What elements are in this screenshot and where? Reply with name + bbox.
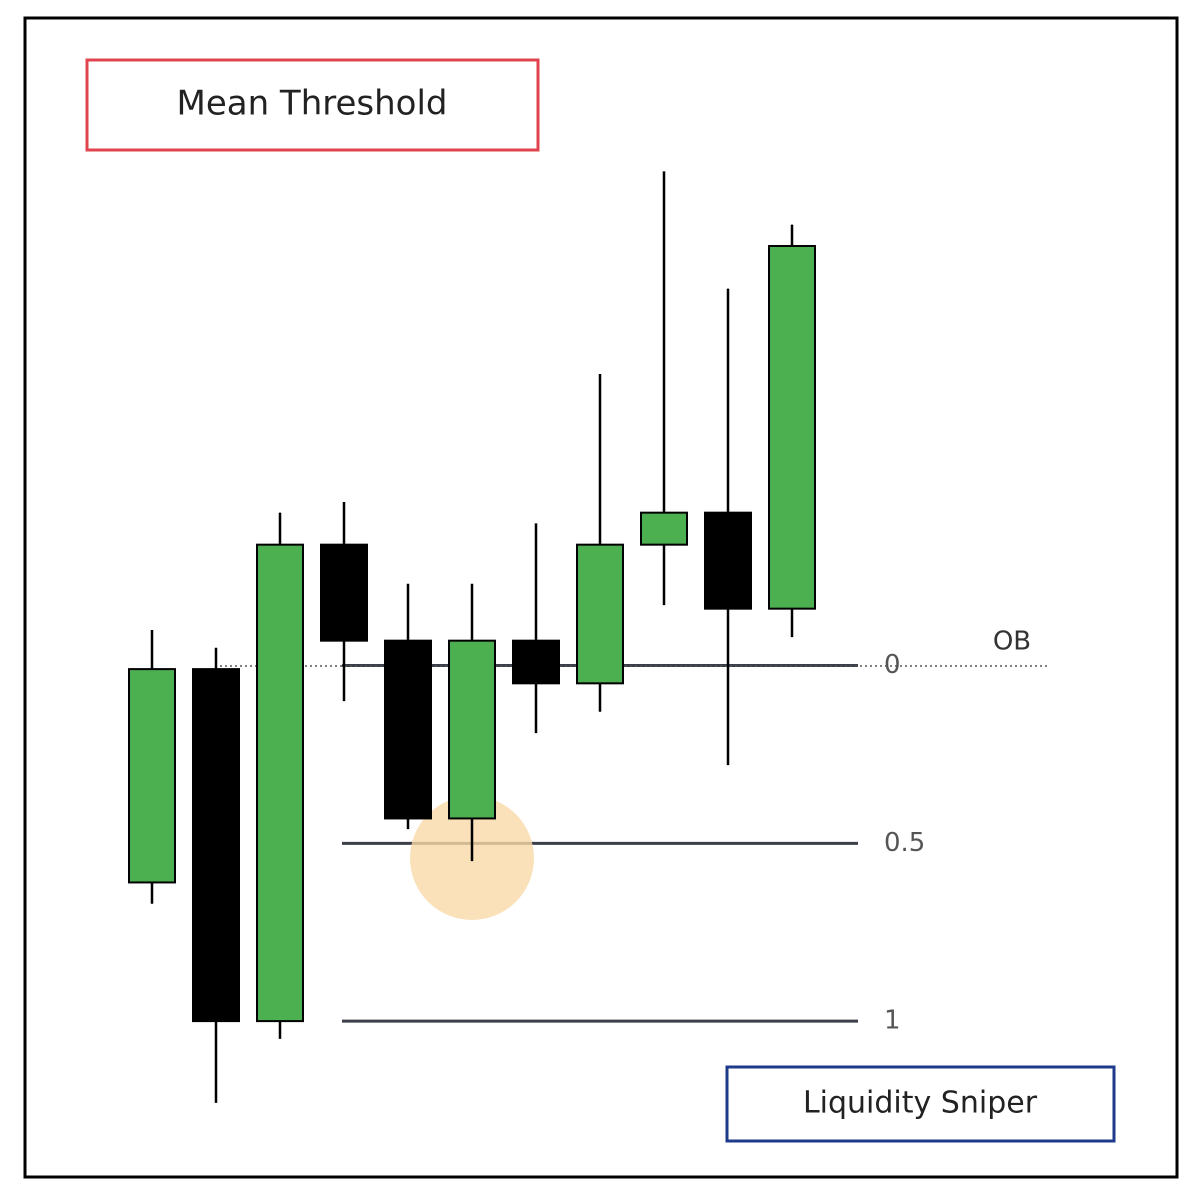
candle-body: [320, 543, 368, 642]
candle-body: [256, 543, 304, 1023]
candle-body: [512, 639, 560, 685]
candle-body: [576, 543, 624, 685]
title-box: [85, 58, 540, 152]
annotation-box: [725, 1065, 1116, 1143]
frame: [23, 16, 1179, 1179]
candle-body: [192, 668, 240, 1023]
candle-body: [640, 511, 688, 546]
candle-body: [768, 245, 816, 610]
chart-title: Mean Threshold: [176, 84, 447, 124]
annotation: Liquidity Sniper: [803, 1086, 1038, 1121]
level-label: 0.5: [884, 828, 925, 858]
candle-body: [704, 511, 752, 610]
candle-body: [384, 639, 432, 820]
level-label: 0: [884, 650, 901, 680]
candle-body: [448, 639, 496, 820]
candle-body: [128, 668, 176, 884]
level-name: OB: [993, 627, 1031, 657]
level-label: 1: [884, 1006, 901, 1036]
